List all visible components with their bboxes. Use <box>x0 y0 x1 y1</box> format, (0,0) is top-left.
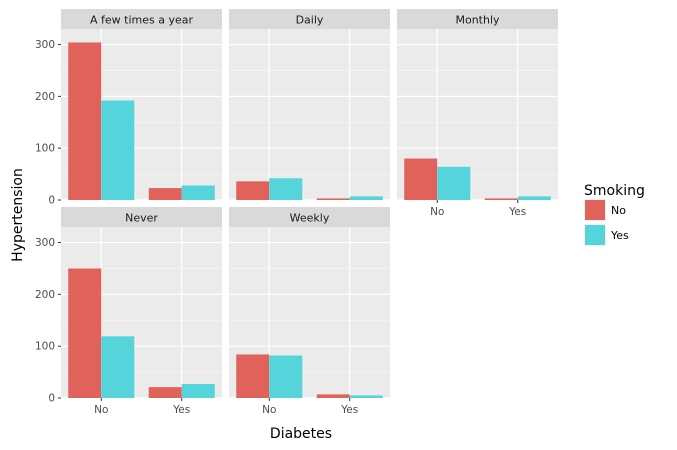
bar <box>148 188 182 200</box>
y-tick-label: 0 <box>48 393 55 405</box>
bar <box>148 387 182 398</box>
legend-key <box>585 225 605 245</box>
facet-panel: A few times a year 0 100 200 300 <box>35 9 222 207</box>
y-tick-label: 200 <box>35 289 55 301</box>
y-tick-label: 300 <box>35 237 55 249</box>
x-axis-tick-labels: No Yes No Yes No Yes <box>94 200 526 416</box>
facet-panel: Monthly <box>397 9 558 201</box>
x-tick-label: No <box>430 206 444 218</box>
y-tick-label: 300 <box>35 39 55 51</box>
facet-strip <box>61 207 222 227</box>
legend-key <box>585 200 605 220</box>
bar <box>181 384 215 398</box>
facet-panels: A few times a year 0 100 200 300 Daily Monthly… <box>35 9 558 405</box>
bar <box>236 354 270 398</box>
bar <box>404 158 438 200</box>
facet-strip <box>229 9 390 29</box>
legend-label: Yes <box>610 229 629 242</box>
facet-strip <box>61 9 222 29</box>
x-tick-label: Yes <box>340 404 358 416</box>
bar <box>484 198 518 200</box>
bar <box>269 178 303 200</box>
bar <box>316 394 350 398</box>
bar <box>236 181 270 200</box>
y-tick-label: 100 <box>35 341 55 353</box>
x-axis-title: Diabetes <box>270 426 332 442</box>
x-tick-label: Yes <box>172 404 190 416</box>
x-tick-label: No <box>94 404 108 416</box>
facet-panel: Daily <box>229 9 390 201</box>
facet-label: Never <box>125 212 158 225</box>
bar <box>68 42 102 200</box>
y-tick-label: 200 <box>35 91 55 103</box>
bar <box>517 196 551 200</box>
bar <box>269 355 303 398</box>
panel-background <box>229 29 390 200</box>
y-tick-label: 0 <box>48 195 55 207</box>
y-tick-label: 100 <box>35 143 55 155</box>
bar <box>316 198 350 200</box>
bar <box>349 196 383 200</box>
bar <box>349 395 383 398</box>
legend-label: No <box>611 204 626 217</box>
bar <box>181 185 215 200</box>
bar <box>101 336 135 398</box>
bar <box>101 100 135 200</box>
legend: Smoking No Yes <box>584 183 645 246</box>
facet-label: Daily <box>296 14 324 27</box>
facet-strip <box>397 9 558 29</box>
bar <box>437 166 471 200</box>
y-axis-title: Hypertension <box>10 168 26 262</box>
facet-label: A few times a year <box>90 14 193 27</box>
facet-panel: Never 0 100 200 300 <box>35 207 222 405</box>
bar <box>68 268 102 398</box>
facet-strip <box>229 207 390 227</box>
x-tick-label: Yes <box>508 206 526 218</box>
facet-label: Weekly <box>290 212 330 225</box>
legend-title: Smoking <box>584 183 645 199</box>
facet-label: Monthly <box>455 14 500 27</box>
x-tick-label: No <box>262 404 276 416</box>
facet-panel: Weekly <box>229 207 390 399</box>
